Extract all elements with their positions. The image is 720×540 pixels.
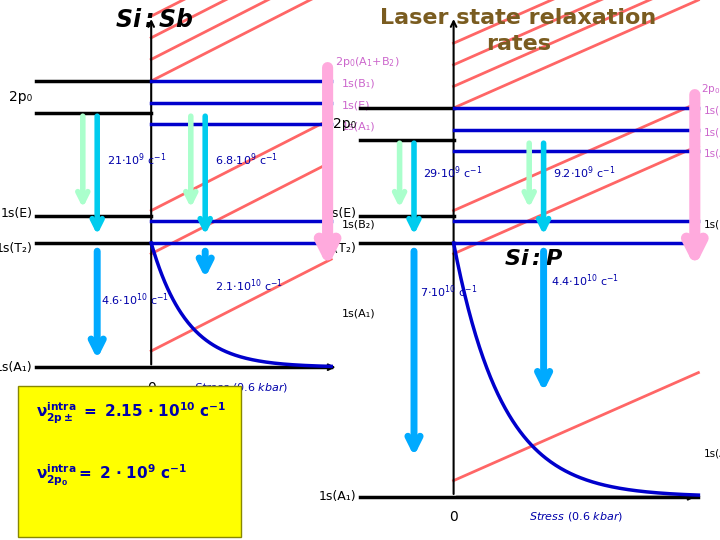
- Text: 9.2$\cdot$10$^9$ c$^{-1}$: 9.2$\cdot$10$^9$ c$^{-1}$: [553, 165, 616, 181]
- Text: 2p₀: 2p₀: [9, 90, 32, 104]
- Text: 1s(A₁): 1s(A₁): [342, 122, 376, 132]
- Text: 1s(E): 1s(E): [704, 127, 720, 137]
- Text: 2p$_0$(A$_1$+B$_2$): 2p$_0$(A$_1$+B$_2$): [701, 82, 720, 96]
- Text: 1s(A₁): 1s(A₁): [342, 308, 376, 318]
- Text: 0: 0: [449, 510, 458, 524]
- Text: 1s(B₁): 1s(B₁): [342, 79, 376, 89]
- Text: 7$\cdot$10$^{10}$ c$^{-1}$: 7$\cdot$10$^{10}$ c$^{-1}$: [420, 284, 478, 300]
- Text: 2p₀: 2p₀: [333, 117, 356, 131]
- Text: 4.4$\cdot$10$^{10}$ c$^{-1}$: 4.4$\cdot$10$^{10}$ c$^{-1}$: [551, 273, 619, 289]
- Text: $\mathit{Stress\ (0.6\ kbar)}$: $\mathit{Stress\ (0.6\ kbar)}$: [194, 381, 288, 394]
- Text: 1s(A₁): 1s(A₁): [319, 490, 356, 503]
- Text: Laser state relaxation
rates: Laser state relaxation rates: [380, 8, 657, 55]
- Text: 1s(A₁): 1s(A₁): [704, 149, 720, 159]
- Text: 1s(E): 1s(E): [342, 100, 371, 110]
- Text: 4.6$\cdot$10$^{10}$ c$^{-1}$: 4.6$\cdot$10$^{10}$ c$^{-1}$: [101, 292, 169, 308]
- Text: 0: 0: [147, 381, 156, 395]
- Text: 2.1$\cdot$10$^{10}$ c$^{-1}$: 2.1$\cdot$10$^{10}$ c$^{-1}$: [215, 278, 283, 294]
- Text: $\mathbf{\nu^{intra}_{2p_0}{=}\ 2\ {\cdot}\ 10^{9}\ c^{-1}}$: $\mathbf{\nu^{intra}_{2p_0}{=}\ 2\ {\cdo…: [36, 463, 186, 488]
- Text: $\bfit{Si{:}P}$: $\bfit{Si{:}P}$: [504, 248, 563, 270]
- Text: 2p$_0$(A$_1$+B$_2$): 2p$_0$(A$_1$+B$_2$): [335, 55, 400, 69]
- Text: 1s(E): 1s(E): [1, 207, 32, 220]
- Text: 1s(T₂): 1s(T₂): [0, 242, 32, 255]
- Text: $\mathbf{\nu^{intra}_{2p\pm}\ =\ 2.15\ {\cdot}\ 10^{10}\ c^{-1}}$: $\mathbf{\nu^{intra}_{2p\pm}\ =\ 2.15\ {…: [36, 401, 226, 426]
- Text: 21$\cdot$10$^9$ c$^{-1}$: 21$\cdot$10$^9$ c$^{-1}$: [107, 151, 166, 167]
- Text: 1s(B₂): 1s(B₂): [342, 219, 376, 229]
- Text: 29$\cdot$10$^9$ c$^{-1}$: 29$\cdot$10$^9$ c$^{-1}$: [423, 165, 483, 181]
- Text: 1s(T₂): 1s(T₂): [320, 242, 356, 255]
- Text: $\bfit{Si{:}Sb}$: $\bfit{Si{:}Sb}$: [115, 8, 194, 32]
- Text: 1s(A₁): 1s(A₁): [704, 449, 720, 458]
- Text: 1s(B₁): 1s(B₁): [704, 106, 720, 116]
- Text: 1s(A₁): 1s(A₁): [0, 361, 32, 374]
- FancyBboxPatch shape: [18, 386, 241, 537]
- Text: 1s(E): 1s(E): [325, 207, 356, 220]
- Text: 1s(B₂): 1s(B₂): [704, 219, 720, 229]
- Text: $\mathit{Stress\ (0.6\ kbar)}$: $\mathit{Stress\ (0.6\ kbar)}$: [529, 510, 623, 523]
- Text: 6.8$\cdot$10$^9$ c$^{-1}$: 6.8$\cdot$10$^9$ c$^{-1}$: [215, 151, 278, 167]
